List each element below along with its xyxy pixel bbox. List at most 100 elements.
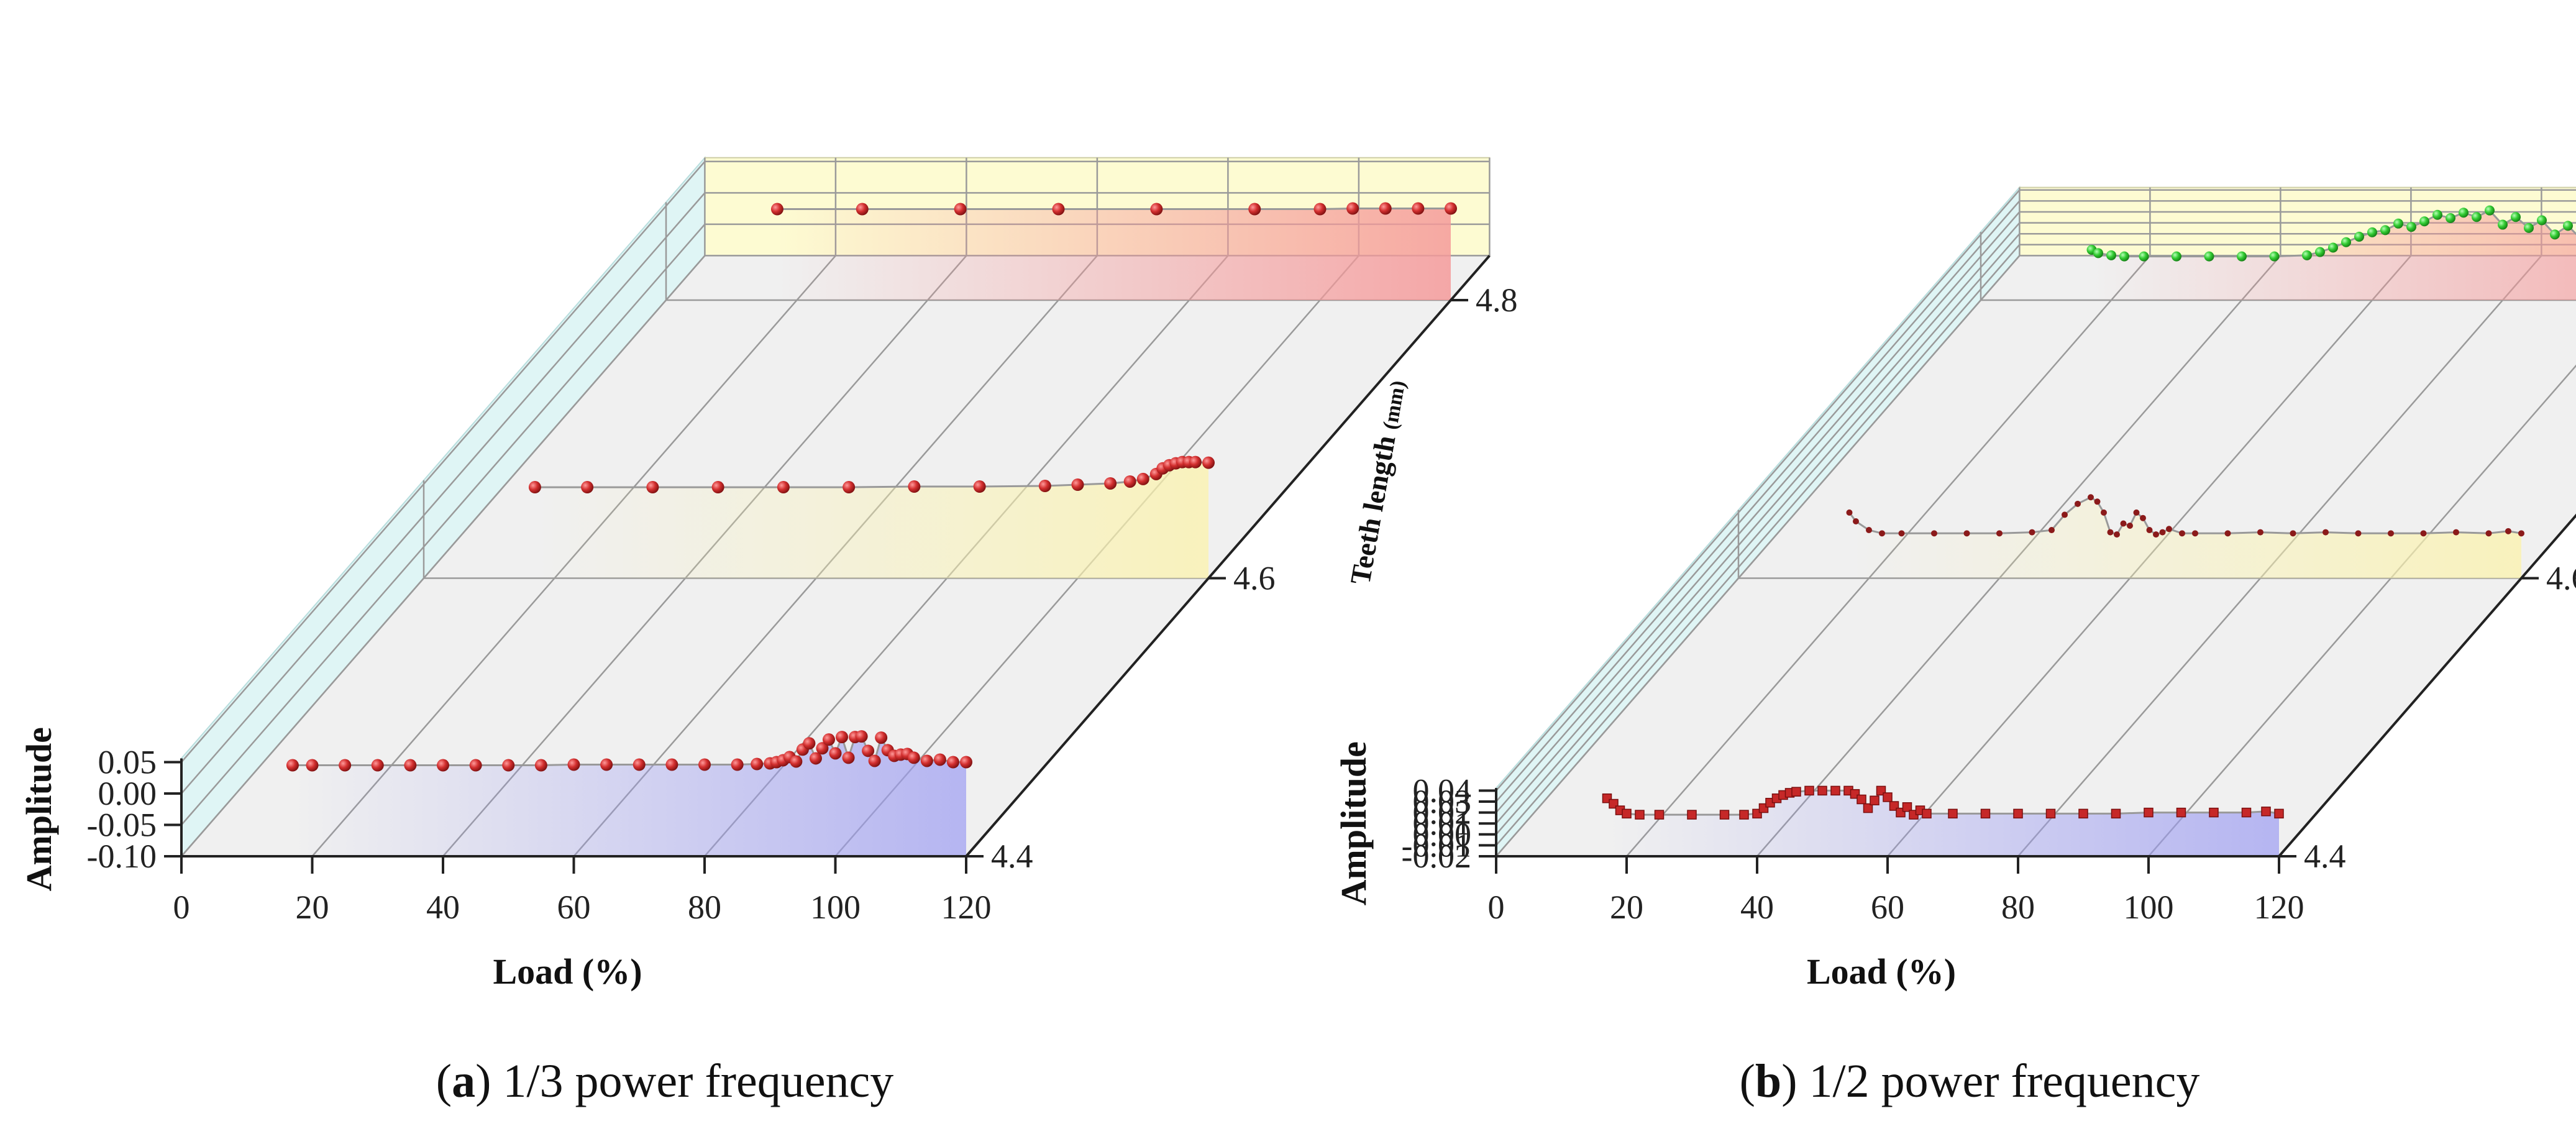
series-4-8-mm-point-9 <box>2302 250 2312 260</box>
series-4-8-mm-point-29 <box>2563 221 2573 231</box>
series-4-8-mm-point-17 <box>2406 222 2416 232</box>
series-4-4-mm-point-11 <box>633 758 646 771</box>
tick-labels: 0 20 40 60 80 100 120 -0.02-0.010.000.010.020.0… <box>1333 560 2576 992</box>
series-4-4-mm-point-3 <box>1622 808 1632 819</box>
series-4-4-mm-point-36 <box>2078 808 2088 819</box>
series-4-6-mm-point-2 <box>646 481 659 494</box>
series-4-8-mm-point-4 <box>1150 203 1163 216</box>
series-4-4-mm-point-42 <box>960 756 972 769</box>
series-4-6-mm-point-36 <box>2505 528 2511 534</box>
z-axis-line <box>2278 513 2576 858</box>
series-4-4-mm-point-4 <box>1635 810 1645 820</box>
series-4-4-mm-point-14 <box>731 758 744 771</box>
x-axis-title: Load (%) <box>1807 951 1956 992</box>
series-4-6-mm-point-12 <box>2088 494 2094 501</box>
series-4-6-mm-point-27 <box>2224 530 2231 537</box>
series-4-4-mm-point-37 <box>2111 808 2121 819</box>
series-4-8-mm-point-10 <box>2315 247 2325 257</box>
z-tick-label-1: 4.6 <box>1233 560 1276 597</box>
x-tick-label-1: 20 <box>296 889 329 926</box>
series-4-6-mm-point-8 <box>1038 480 1051 493</box>
series-4-4-mm-point-5 <box>437 759 449 772</box>
series-4-4-mm-point-22 <box>803 737 816 750</box>
series-4-6-mm-point-22 <box>2153 531 2159 538</box>
series-4-6-mm-point-15 <box>2107 529 2114 536</box>
series-4-8-mm-point-22 <box>2472 212 2482 222</box>
series-4-8-mm-point-23 <box>2485 205 2495 216</box>
x-tick-label-3: 60 <box>557 889 591 926</box>
series-group <box>286 202 1457 856</box>
series-4-8-mm-point-1 <box>856 203 869 216</box>
y-tick-label-3: 0.01 <box>1413 805 1472 842</box>
grid-y-3 <box>181 160 1490 763</box>
series-4-4-mm-point-5 <box>1654 810 1665 820</box>
y-tick-label-0: -0.10 <box>87 838 157 875</box>
series-4-4-mm-point-23 <box>1870 795 1879 805</box>
grid-y-6 <box>1496 189 2576 792</box>
series-4-6-mm-point-12 <box>1136 472 1149 485</box>
series-4-6-mm-point-11 <box>1123 475 1136 488</box>
series-4-6-mm-point-3 <box>1879 530 1885 537</box>
y-tick-label-3: 0.05 <box>98 744 157 781</box>
z-tick-label-0: 4.4 <box>2304 838 2346 875</box>
series-4-6-mm-point-37 <box>2518 530 2524 537</box>
series-4-6-mm-point-0 <box>528 481 541 494</box>
series-4-8-mm-point-7 <box>2237 251 2247 262</box>
z-tick-label-2: 4.8 <box>1476 281 1518 319</box>
series-4-4-mm-point-15 <box>1791 787 1801 797</box>
series-4-8-mm-point-19 <box>2432 209 2442 220</box>
series-4-4-mm-point-0 <box>286 759 299 772</box>
series-group <box>1602 205 2576 856</box>
series-4-4-mm-point-40 <box>933 753 946 766</box>
x-tick-label-0: 0 <box>1488 889 1505 926</box>
series-4-4-mm-point-28 <box>1902 802 1912 812</box>
series-4-6-mm-point-20 <box>1202 456 1215 469</box>
x-tick-label-1: 20 <box>1610 889 1643 926</box>
chart-panel-a: 0 20 40 60 80 100 120-0.10-0.050.000.054.44.64… <box>19 156 1518 992</box>
series-4-4-mm-point-24 <box>816 742 829 755</box>
y-tick-label-5: 0.03 <box>1413 783 1472 820</box>
series-4-6-mm-point-7 <box>973 480 986 493</box>
series-4-6-mm-point-23 <box>2159 529 2166 536</box>
x-tick-label-3: 60 <box>1871 889 1904 926</box>
axis-lines <box>1479 513 2576 874</box>
series-4-8-mm-point-8 <box>2269 251 2280 262</box>
series-4-6-mm-point-18 <box>2127 523 2133 529</box>
grid-y-2 <box>181 192 1490 794</box>
x-tick-label-6: 120 <box>941 889 992 926</box>
series-4-4-mm-point-2 <box>339 759 352 772</box>
y-tick-label-6: 0.04 <box>1413 772 1472 809</box>
x-tick-label-2: 40 <box>1740 889 1774 926</box>
axis-lines <box>164 255 1491 874</box>
grid-y-4 <box>1496 211 2576 813</box>
caption-a-text: 1/3 power frequency <box>503 1055 893 1107</box>
series-4-4-mm-point-31 <box>862 744 875 757</box>
series-4-6-mm <box>528 455 1215 579</box>
series-4-8-mm-point-24 <box>2498 219 2508 230</box>
series-4-6-mm-point-20 <box>2140 515 2146 521</box>
series-4-8-mm-point-3 <box>1052 203 1065 216</box>
series-4-8-mm <box>770 202 1457 300</box>
series-4-8-mm-point-11 <box>2328 242 2338 253</box>
series-4-6-mm-point-24 <box>2166 526 2172 533</box>
series-4-4-mm-point-6 <box>1687 810 1697 820</box>
series-4-4-mm-point-3 <box>371 759 384 772</box>
y-axis-title: Amplitude <box>1333 741 1374 905</box>
series-4-6-mm-point-4 <box>1898 530 1905 537</box>
series-4-8-mm-point-8 <box>1379 202 1392 215</box>
series-4-8-mm-point-20 <box>2446 213 2455 223</box>
series-4-4-mm-point-38 <box>907 751 920 764</box>
x-tick-label-4: 80 <box>688 889 721 926</box>
y-tick-label-0: -0.02 <box>1402 838 1471 875</box>
series-4-8-mm-point-26 <box>2524 222 2534 233</box>
series-4-8-mm-point-21 <box>2459 208 2469 218</box>
series-4-4-mm-point-8 <box>1739 810 1749 820</box>
series-4-4-mm-point-21 <box>1857 794 1866 805</box>
series-4-8-mm-band <box>777 208 1451 300</box>
series-4-8-mm-point-9 <box>1412 202 1425 215</box>
series-4-6-mm-band <box>1849 497 2521 579</box>
series-4-4-mm-point-41 <box>2241 807 2252 818</box>
series-4-6-mm-point-4 <box>777 481 790 494</box>
series-4-4-mm-point-31 <box>1922 808 1932 819</box>
series-4-8-mm-point-27 <box>2537 215 2547 226</box>
